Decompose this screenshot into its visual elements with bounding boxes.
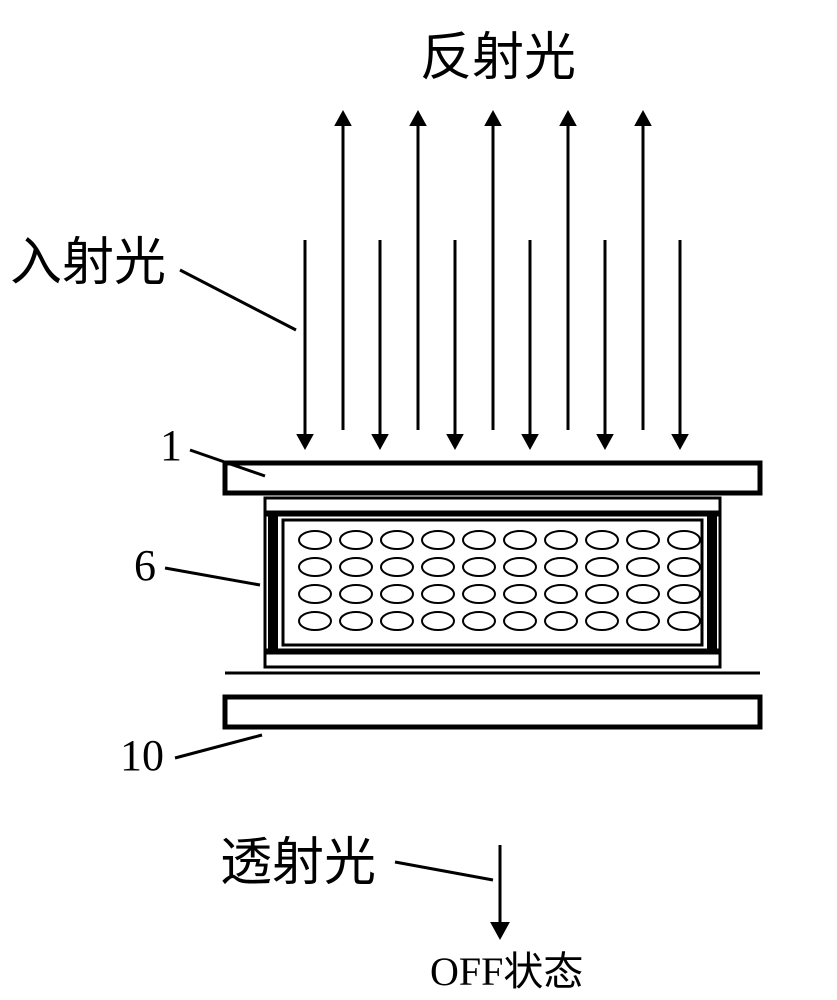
ref-1-label: 1 [160, 421, 182, 470]
off-state-label: OFF状态 [430, 949, 583, 994]
transmitted-light-label: 透射光 [220, 835, 376, 892]
ref-10-label: 10 [120, 731, 164, 780]
reflected-light-label: 反射光 [420, 30, 576, 87]
incident-light-label: 入射光 [10, 235, 166, 292]
ref-6-label: 6 [134, 541, 156, 590]
device-cross-section [225, 463, 760, 727]
transmitted-arrow [490, 845, 510, 940]
optical-device-diagram: 反射光 入射光 透射光 OFF状态 1 6 10 [0, 0, 837, 1000]
